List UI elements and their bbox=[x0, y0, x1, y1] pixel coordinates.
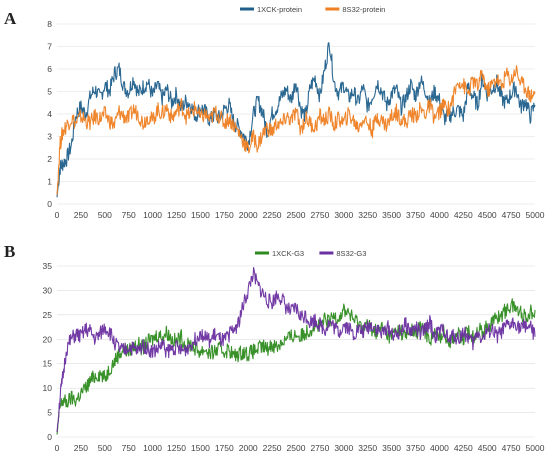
series-line-1xck-protein bbox=[56, 42, 536, 198]
x-tick-label: 2500 bbox=[287, 443, 306, 453]
legend-entry: 1XCK-protein bbox=[257, 5, 302, 14]
x-tick-label: 4750 bbox=[502, 443, 521, 453]
x-tick-label: 2000 bbox=[239, 210, 258, 220]
x-tick-label: 2250 bbox=[263, 210, 282, 220]
x-tick-label: 500 bbox=[98, 210, 112, 220]
y-tick-label: 10 bbox=[43, 383, 53, 393]
y-tick-label: 25 bbox=[43, 310, 53, 320]
x-tick-label: 4750 bbox=[502, 210, 521, 220]
panel-letter: A bbox=[4, 9, 17, 28]
y-tick-label: 5 bbox=[47, 87, 52, 97]
series-line-1xck-g3 bbox=[56, 298, 536, 435]
x-tick-label: 3750 bbox=[406, 210, 425, 220]
x-tick-label: 1500 bbox=[191, 210, 210, 220]
x-tick-label: 0 bbox=[55, 210, 60, 220]
x-tick-label: 2000 bbox=[239, 443, 258, 453]
y-tick-label: 2 bbox=[47, 154, 52, 164]
legend-entry: 8S32-protein bbox=[342, 5, 385, 14]
x-tick-label: 3500 bbox=[382, 210, 401, 220]
legend-entry: 1XCK-G3 bbox=[272, 249, 304, 258]
x-tick-label: 4500 bbox=[478, 210, 497, 220]
x-tick-label: 3250 bbox=[358, 443, 377, 453]
y-tick-label: 6 bbox=[47, 64, 52, 74]
x-tick-label: 4000 bbox=[430, 443, 449, 453]
x-tick-label: 4500 bbox=[478, 443, 497, 453]
y-tick-label: 35 bbox=[43, 261, 53, 271]
y-tick-label: 30 bbox=[43, 285, 53, 295]
x-tick-label: 1250 bbox=[167, 443, 186, 453]
x-tick-label: 1000 bbox=[143, 443, 162, 453]
x-tick-label: 0 bbox=[55, 443, 60, 453]
x-tick-label: 2500 bbox=[287, 210, 306, 220]
x-tick-label: 1500 bbox=[191, 443, 210, 453]
x-tick-label: 3750 bbox=[406, 443, 425, 453]
x-tick-label: 2750 bbox=[310, 443, 329, 453]
chart-panel-b: B 0 5 10 15 20 25 30 35 0 250 500 750 1000 1250 1500 175… bbox=[4, 242, 545, 453]
x-tick-label: 500 bbox=[98, 443, 112, 453]
x-tick-label: 1750 bbox=[215, 210, 234, 220]
x-tick-label: 250 bbox=[74, 443, 88, 453]
y-tick-label: 1 bbox=[47, 177, 52, 187]
x-tick-label: 4250 bbox=[454, 443, 473, 453]
y-tick-label: 4 bbox=[47, 109, 52, 119]
x-tick-label: 4000 bbox=[430, 210, 449, 220]
y-tick-label: 0 bbox=[47, 432, 52, 442]
x-tick-label: 1000 bbox=[143, 210, 162, 220]
x-tick-label: 1750 bbox=[215, 443, 234, 453]
x-tick-label: 750 bbox=[122, 443, 136, 453]
legend-entry: 8S32-G3 bbox=[336, 249, 366, 258]
x-tick-label: 2250 bbox=[263, 443, 282, 453]
x-tick-label: 5000 bbox=[526, 210, 545, 220]
y-tick-label: 15 bbox=[43, 359, 53, 369]
x-tick-label: 4250 bbox=[454, 210, 473, 220]
series-line-8s32-protein bbox=[56, 64, 536, 196]
x-tick-label: 5000 bbox=[526, 443, 545, 453]
chart-panel-a: A 0 1 2 3 4 5 6 7 8 0 250 500 750 1000 1250 1500 1750 2000… bbox=[4, 5, 545, 220]
x-tick-label: 750 bbox=[122, 210, 136, 220]
y-tick-label: 5 bbox=[47, 408, 52, 418]
x-tick-label: 3000 bbox=[334, 443, 353, 453]
y-tick-label: 0 bbox=[47, 199, 52, 209]
x-tick-label: 3500 bbox=[382, 443, 401, 453]
x-tick-label: 3000 bbox=[334, 210, 353, 220]
y-tick-label: 7 bbox=[47, 42, 52, 52]
x-tick-label: 250 bbox=[74, 210, 88, 220]
y-tick-label: 20 bbox=[43, 334, 53, 344]
y-tick-label: 3 bbox=[47, 132, 52, 142]
x-tick-label: 2750 bbox=[310, 210, 329, 220]
y-tick-label: 8 bbox=[47, 19, 52, 29]
x-tick-label: 1250 bbox=[167, 210, 186, 220]
panel-letter: B bbox=[4, 242, 15, 261]
x-tick-label: 3250 bbox=[358, 210, 377, 220]
series-line-8s32-g3 bbox=[56, 267, 536, 433]
